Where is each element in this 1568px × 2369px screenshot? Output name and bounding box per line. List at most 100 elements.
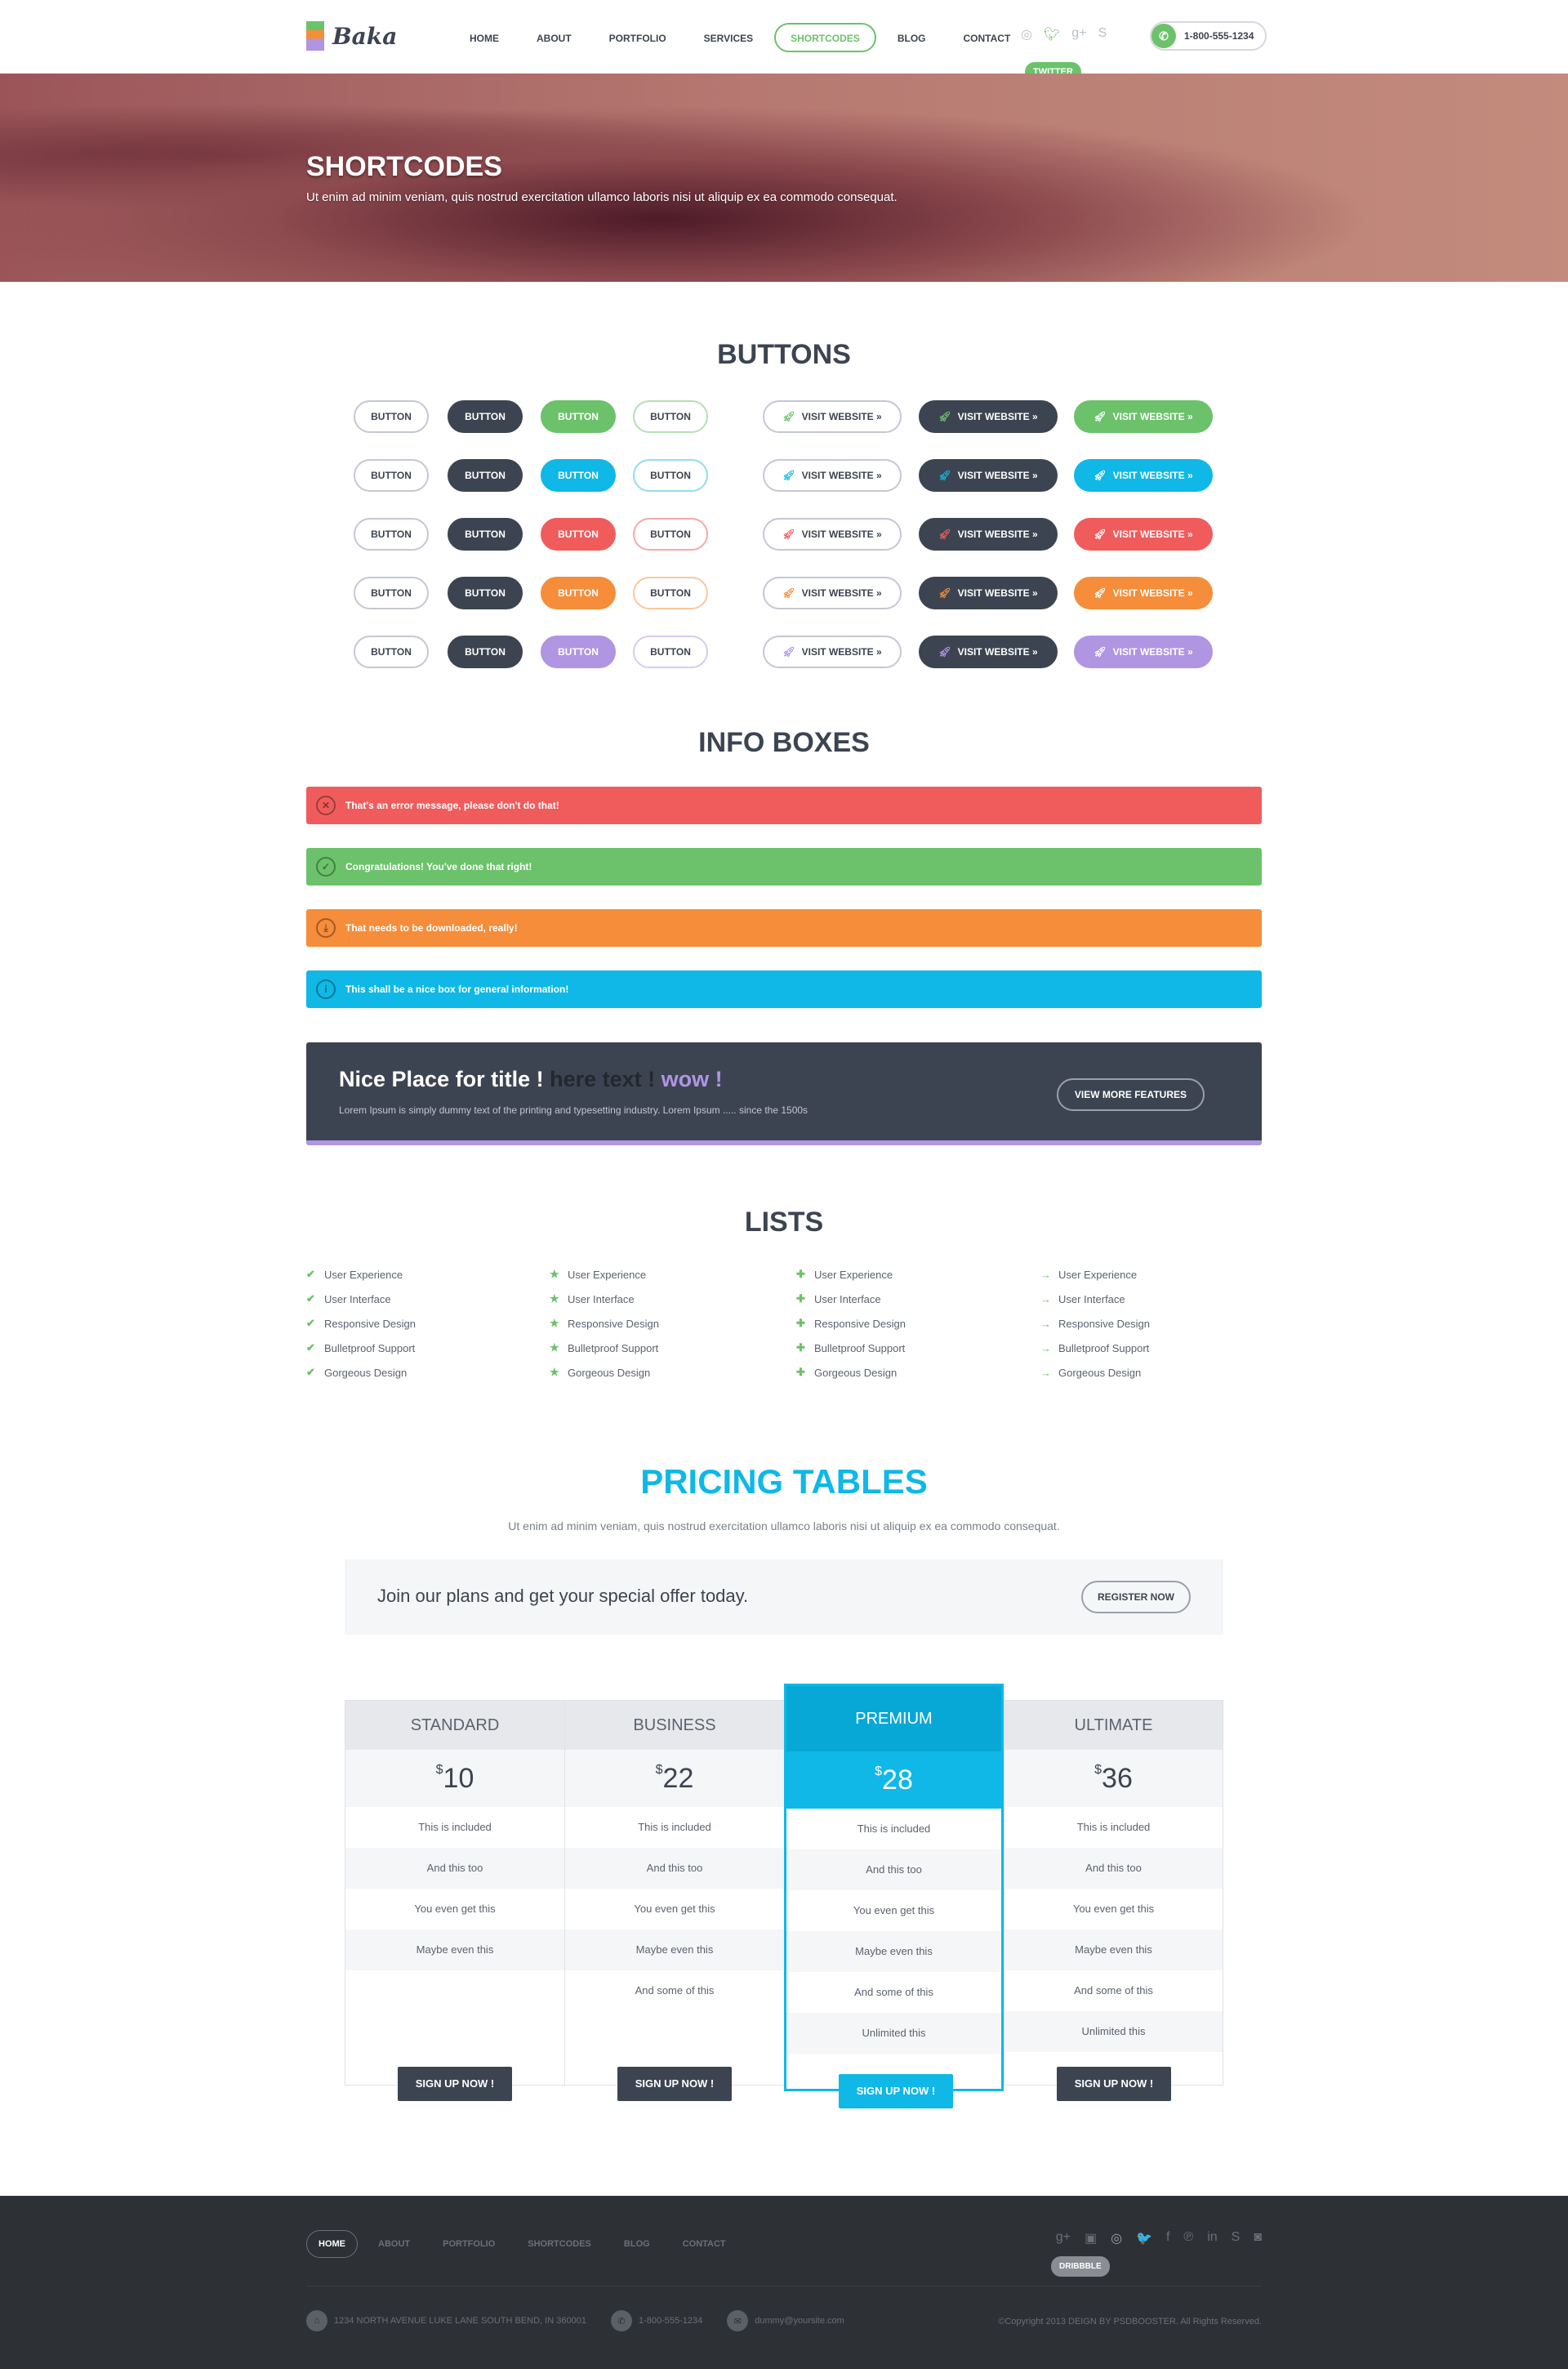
- site-footer: HOME ABOUT PORTFOLIO SHORTCODES BLOG CONTACT …: [0, 2196, 1568, 2369]
- view-more-features-button[interactable]: VIEW MORE FEATURES: [1056, 1078, 1205, 1111]
- star-icon: ★: [550, 1341, 559, 1354]
- linkedin-icon[interactable]: in: [1207, 2230, 1218, 2244]
- sign-up-button[interactable]: SIGN UP NOW !: [839, 2074, 953, 2108]
- visit-website-button[interactable]: 🚀︎ VISIT WEBSITE »: [763, 636, 902, 668]
- button-color-outline[interactable]: BUTTON: [633, 636, 708, 668]
- arrow-right-icon: →: [1040, 1317, 1051, 1330]
- button-dark[interactable]: BUTTON: [448, 636, 523, 668]
- twitter-icon[interactable]: 🐦︎: [1043, 28, 1061, 42]
- button-outline[interactable]: BUTTON: [354, 518, 429, 551]
- check-icon: ✔: [306, 1292, 315, 1305]
- visit-website-label: VISIT WEBSITE »: [957, 529, 1038, 540]
- feature-row: Maybe even this: [786, 1931, 1001, 1972]
- visit-website-button[interactable]: 🚀︎ VISIT WEBSITE »: [1074, 636, 1213, 668]
- footer-email[interactable]: ✉ dummy@yoursite.com: [727, 2310, 844, 2331]
- button-color-outline[interactable]: BUTTON: [633, 518, 708, 551]
- list-item: ✚ User Experience: [796, 1262, 906, 1287]
- footer-nav-home[interactable]: HOME: [306, 2230, 358, 2258]
- list-item-text: Gorgeous Design: [324, 1366, 408, 1379]
- visit-website-button[interactable]: 🚀︎ VISIT WEBSITE »: [919, 518, 1058, 551]
- sign-up-button[interactable]: SIGN UP NOW !: [1057, 2067, 1171, 2101]
- sign-up-button[interactable]: SIGN UP NOW !: [398, 2067, 512, 2101]
- info-box: i This shall be a nice box for general in…: [306, 970, 1262, 1008]
- button-dark[interactable]: BUTTON: [448, 459, 523, 492]
- visit-website-label: VISIT WEBSITE »: [801, 587, 882, 599]
- button-dark[interactable]: BUTTON: [448, 400, 523, 433]
- button-outline[interactable]: BUTTON: [354, 636, 429, 668]
- logo-text: Baka: [332, 22, 398, 50]
- currency: $: [1094, 1763, 1102, 1777]
- button-color-outline[interactable]: BUTTON: [633, 400, 708, 433]
- skype-icon[interactable]: S: [1231, 2230, 1241, 2244]
- visit-website-button[interactable]: 🚀︎ VISIT WEBSITE »: [1074, 577, 1213, 609]
- nav-portfolio[interactable]: PORTFOLIO: [608, 33, 666, 44]
- register-now-button[interactable]: REGISTER NOW: [1080, 1581, 1191, 1613]
- footer-nav-portfolio[interactable]: PORTFOLIO: [443, 2239, 496, 2249]
- footer-nav-shortcodes[interactable]: SHORTCODES: [528, 2239, 591, 2249]
- list-item-text: User Experience: [568, 1268, 647, 1281]
- dribbble-icon[interactable]: ◎: [1021, 28, 1032, 42]
- skype-icon[interactable]: S: [1098, 26, 1107, 40]
- plus-icon: ✚: [796, 1268, 805, 1280]
- list-item-text: Responsive Design: [1058, 1317, 1151, 1330]
- visit-website-label: VISIT WEBSITE »: [957, 587, 1038, 599]
- footer-nav-blog[interactable]: BLOG: [623, 2239, 650, 2249]
- instagram-icon[interactable]: ◙: [1254, 2230, 1262, 2244]
- button-outline[interactable]: BUTTON: [354, 400, 429, 433]
- visit-website-button[interactable]: 🚀︎ VISIT WEBSITE »: [763, 518, 902, 551]
- visit-website-button[interactable]: 🚀︎ VISIT WEBSITE »: [763, 459, 902, 492]
- visit-website-button[interactable]: 🚀︎ VISIT WEBSITE »: [1074, 459, 1213, 492]
- list-item-text: User Interface: [814, 1292, 881, 1305]
- visit-website-button[interactable]: 🚀︎ VISIT WEBSITE »: [763, 577, 902, 609]
- rocket-icon: 🚀︎: [782, 646, 795, 658]
- promo-box: Nice Place for title ! here text ! wow !…: [306, 1042, 1262, 1145]
- visit-website-button[interactable]: 🚀︎ VISIT WEBSITE »: [763, 400, 902, 433]
- visit-website-label: VISIT WEBSITE »: [1112, 411, 1193, 422]
- facebook-icon[interactable]: f: [1165, 2230, 1170, 2244]
- check-icon: ✔: [306, 1268, 315, 1280]
- visit-website-button[interactable]: 🚀︎ VISIT WEBSITE »: [919, 400, 1058, 433]
- nav-home[interactable]: HOME: [470, 33, 499, 44]
- pinterest-icon[interactable]: ℗: [1183, 2230, 1194, 2244]
- button-color-outline[interactable]: BUTTON: [633, 577, 708, 609]
- button-dark[interactable]: BUTTON: [448, 518, 523, 551]
- youtube-icon[interactable]: ▣: [1084, 2232, 1098, 2246]
- google-plus-icon[interactable]: g+: [1055, 2230, 1071, 2244]
- button-outline[interactable]: BUTTON: [354, 459, 429, 492]
- list-item-text: User Experience: [1058, 1268, 1138, 1281]
- price-value: 28: [882, 1764, 913, 1796]
- visit-website-button[interactable]: 🚀︎ VISIT WEBSITE »: [1074, 400, 1213, 433]
- sign-up-button[interactable]: SIGN UP NOW !: [617, 2067, 732, 2101]
- dribbble-icon[interactable]: ◎: [1111, 2232, 1123, 2246]
- visit-website-button[interactable]: 🚀︎ VISIT WEBSITE »: [919, 577, 1058, 609]
- footer-nav-contact[interactable]: CONTACT: [682, 2239, 726, 2249]
- visit-website-button[interactable]: 🚀︎ VISIT WEBSITE »: [919, 636, 1058, 668]
- visit-website-button[interactable]: 🚀︎ VISIT WEBSITE »: [919, 459, 1058, 492]
- info-box: ✓ Congratulations! You've done that right…: [306, 848, 1262, 886]
- twitter-icon[interactable]: 🐦: [1136, 2232, 1152, 2246]
- button-color-outline[interactable]: BUTTON: [633, 459, 708, 492]
- button-filled[interactable]: BUTTON: [541, 400, 616, 433]
- button-filled[interactable]: BUTTON: [541, 577, 616, 609]
- info-box-text: That's an error message, please don't do…: [345, 800, 559, 811]
- button-filled[interactable]: BUTTON: [541, 518, 616, 551]
- logo[interactable]: Baka: [306, 21, 397, 51]
- arrow-right-icon: →: [1040, 1366, 1051, 1379]
- button-dark[interactable]: BUTTON: [448, 577, 523, 609]
- visit-website-label: VISIT WEBSITE »: [801, 411, 882, 422]
- visit-website-button[interactable]: 🚀︎ VISIT WEBSITE »: [1074, 518, 1213, 551]
- button-outline[interactable]: BUTTON: [354, 577, 429, 609]
- nav-blog[interactable]: BLOG: [897, 33, 926, 44]
- nav-services[interactable]: SERVICES: [703, 33, 754, 44]
- list-item-text: Gorgeous Design: [568, 1366, 651, 1379]
- google-plus-icon[interactable]: g+: [1071, 26, 1087, 40]
- button-filled[interactable]: BUTTON: [541, 459, 616, 492]
- pricing-heading: PRICING TABLES: [640, 1462, 928, 1501]
- phone-button[interactable]: ✆ 1-800-555-1234: [1150, 21, 1267, 51]
- button-filled[interactable]: BUTTON: [541, 636, 616, 668]
- hero-banner: SHORTCODES Ut enim ad minim veniam, quis…: [0, 74, 1568, 282]
- nav-contact[interactable]: CONTACT: [963, 33, 1011, 44]
- footer-nav-about[interactable]: ABOUT: [378, 2239, 411, 2249]
- nav-shortcodes[interactable]: SHORTCODES: [774, 23, 876, 52]
- nav-about[interactable]: ABOUT: [537, 33, 572, 44]
